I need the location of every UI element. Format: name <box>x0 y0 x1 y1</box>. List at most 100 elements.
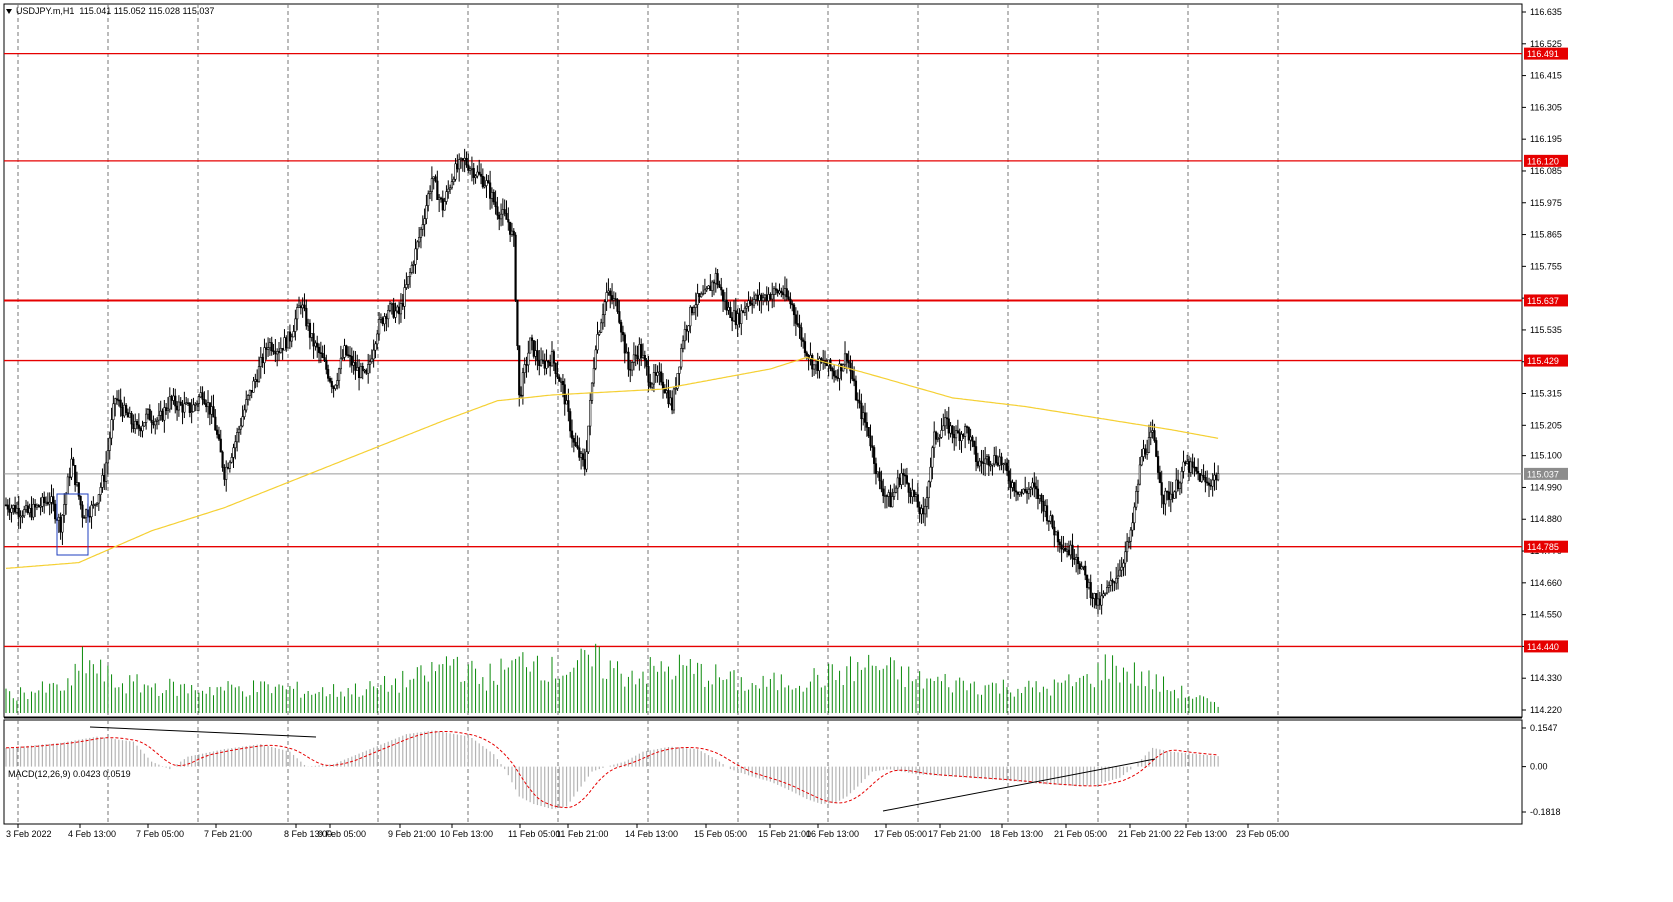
candle-body <box>960 434 963 442</box>
candle-body <box>445 191 448 202</box>
candle-body <box>962 434 965 437</box>
candle-body <box>135 421 139 426</box>
candle-body <box>856 399 859 402</box>
candle-body <box>64 493 68 505</box>
y-tick-label: 114.660 <box>1530 578 1562 588</box>
candle-body <box>390 303 393 305</box>
candle-body <box>1053 526 1056 536</box>
candle-body <box>507 219 510 223</box>
candle-body <box>143 422 146 427</box>
y-tick-label: 114.330 <box>1530 673 1562 683</box>
candle-body <box>845 353 848 362</box>
candle-body <box>720 286 723 291</box>
candle-body <box>771 294 774 300</box>
candle-body <box>534 350 537 357</box>
candle-body <box>59 516 62 533</box>
candle-body <box>776 289 779 294</box>
candle-body <box>880 480 883 490</box>
candle-body <box>565 400 568 405</box>
candle-body <box>731 317 734 322</box>
candle-body <box>103 475 106 482</box>
candle-body <box>6 504 9 510</box>
candle-body <box>802 339 805 342</box>
candle-body <box>756 294 759 301</box>
candle-body <box>1016 491 1020 495</box>
candle-body <box>84 509 88 519</box>
candle-body <box>230 457 233 463</box>
candle-body <box>603 301 606 316</box>
candle-body <box>281 347 284 351</box>
candle-body <box>1153 430 1156 441</box>
candle-body <box>785 288 788 298</box>
candle-body <box>139 428 142 432</box>
candle-body <box>161 410 164 421</box>
candle-body <box>601 314 605 324</box>
candle-body <box>132 423 135 429</box>
candle-body <box>377 319 381 335</box>
y-tick-label: 116.525 <box>1530 39 1562 49</box>
candle-body <box>252 380 255 393</box>
candle-body <box>134 421 137 429</box>
candle-body <box>1187 461 1191 473</box>
candle-body <box>645 359 648 367</box>
candle-body <box>463 157 466 161</box>
candle-body <box>509 221 512 235</box>
candle-body <box>669 397 672 405</box>
candle-body <box>72 458 75 466</box>
candle-body <box>627 351 630 370</box>
candle-body <box>1186 461 1189 464</box>
candle-body <box>967 427 970 441</box>
candle-body <box>652 372 656 385</box>
candle-body <box>650 383 654 388</box>
candle-body <box>623 334 626 354</box>
candle-body <box>902 472 905 476</box>
candle-body <box>1011 482 1014 488</box>
candle-body <box>974 446 978 462</box>
candle-body <box>1164 490 1167 505</box>
candle-body <box>530 337 534 341</box>
candle-body <box>630 362 634 371</box>
candle-body <box>459 158 463 160</box>
candle-body <box>467 164 470 171</box>
candle-body <box>310 333 313 338</box>
symbol-dropdown-icon[interactable] <box>6 9 12 14</box>
candle-body <box>21 515 24 518</box>
candle-body <box>590 382 594 401</box>
candle-body <box>10 507 13 513</box>
candle-body <box>174 395 177 407</box>
candle-body <box>1000 456 1003 465</box>
x-tick-label: 23 Feb 05:00 <box>1236 829 1289 839</box>
candle-body <box>221 451 224 468</box>
candle-body <box>188 402 191 413</box>
candle-body <box>257 366 261 383</box>
candle-body <box>405 284 408 288</box>
candle-body <box>166 408 170 412</box>
candle-body <box>854 380 858 401</box>
candle-body <box>345 345 348 356</box>
candle-body <box>882 488 885 497</box>
candle-body <box>885 495 888 497</box>
candle-body <box>632 354 635 363</box>
candle-body <box>549 361 552 367</box>
candle-body <box>634 354 637 357</box>
candle-body <box>487 180 490 184</box>
candle-body <box>583 459 586 470</box>
candle-body <box>714 273 717 284</box>
candle-body <box>812 364 816 370</box>
candle-body <box>754 294 757 300</box>
candle-body <box>1198 473 1202 482</box>
candle-body <box>1169 493 1172 500</box>
candle-body <box>1065 549 1069 552</box>
candle-body <box>165 407 168 412</box>
candle-body <box>277 351 281 353</box>
x-tick-label: 14 Feb 13:00 <box>625 829 678 839</box>
candle-body <box>640 344 643 358</box>
candle-body <box>503 209 506 214</box>
candle-body <box>1038 494 1041 499</box>
candle-body <box>1058 541 1061 546</box>
macd-tick-label: -0.1818 <box>1530 807 1561 817</box>
candle-body <box>266 347 270 350</box>
candle-body <box>576 445 579 449</box>
